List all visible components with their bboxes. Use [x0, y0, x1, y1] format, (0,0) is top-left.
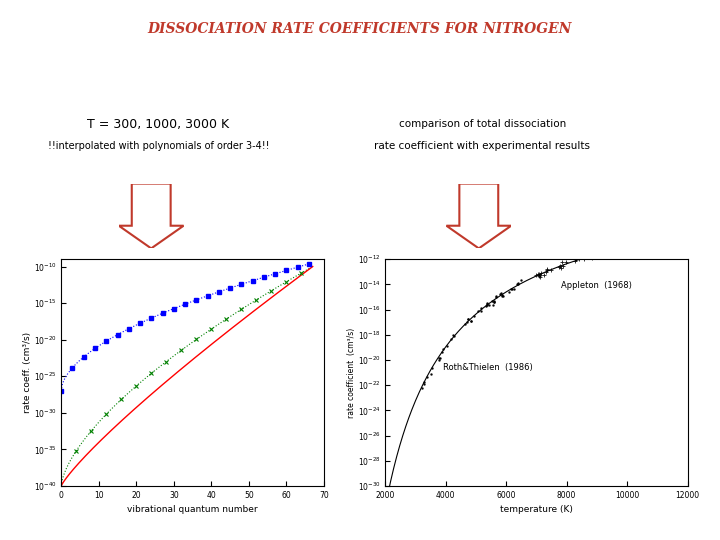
Text: Roth&Thielen  (1986): Roth&Thielen (1986): [443, 363, 532, 372]
Text: Manuscript: Manuscript: [289, 508, 431, 530]
X-axis label: vibrational quantum number: vibrational quantum number: [127, 505, 258, 515]
Text: Appleton  (1968): Appleton (1968): [561, 281, 631, 290]
X-axis label: temperature (K): temperature (K): [500, 505, 573, 515]
Text: T = 300, 1000, 3000 K: T = 300, 1000, 3000 K: [87, 118, 230, 131]
Y-axis label: rate coeff. (cm³/s): rate coeff. (cm³/s): [23, 332, 32, 413]
Text: DISSOCIATION RATE COEFFICIENTS FOR NITROGEN: DISSOCIATION RATE COEFFICIENTS FOR NITRO…: [148, 22, 572, 36]
Text: !!interpolated with polynomials of order 3-4!!: !!interpolated with polynomials of order…: [48, 141, 269, 151]
Text: rate coefficient with experimental results: rate coefficient with experimental resul…: [374, 141, 590, 151]
Y-axis label: rate coefficient  (cm³/s): rate coefficient (cm³/s): [347, 327, 356, 418]
Text: comparison of total dissociation: comparison of total dissociation: [399, 119, 566, 129]
Text: manuscript: manuscript: [311, 526, 409, 540]
